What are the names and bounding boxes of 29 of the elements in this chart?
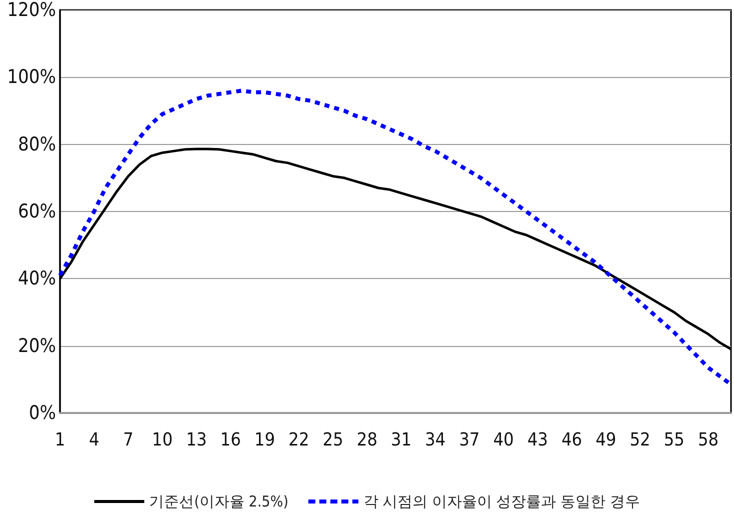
- x-tick-label: 1: [54, 430, 66, 450]
- x-tick-label: 10: [152, 430, 173, 450]
- x-tick-label: 31: [390, 430, 412, 450]
- y-tick-label: 80%: [18, 133, 56, 156]
- y-tick-label: 100%: [7, 66, 56, 88]
- x-tick-label: 46: [561, 430, 582, 450]
- x-tick-label: 40: [493, 430, 514, 450]
- legend-label: 기준선(이자율 2.5%): [149, 492, 288, 510]
- x-tick-label: 4: [88, 430, 100, 450]
- y-tick-label: 0%: [28, 402, 56, 424]
- y-tick-label: 60%: [18, 200, 56, 222]
- y-tick-label: 20%: [18, 334, 56, 357]
- x-tick-label: 52: [630, 430, 650, 450]
- x-tick-label: 49: [596, 430, 616, 450]
- x-tick-label: 7: [123, 430, 134, 450]
- x-tick-label: 13: [186, 430, 207, 450]
- x-tick-label: 34: [425, 430, 446, 450]
- y-tick-label: 40%: [18, 268, 56, 290]
- x-tick-label: 25: [322, 430, 344, 450]
- x-tick-label: 16: [220, 430, 241, 450]
- x-tick-label: 28: [356, 430, 378, 450]
- x-tick-label: 43: [527, 430, 548, 450]
- legend-label: 각 시점의 이자율이 성장률과 동일한 경우: [363, 492, 640, 510]
- x-tick-label: 22: [288, 430, 310, 450]
- x-tick-label: 55: [664, 430, 684, 450]
- x-tick-label: 19: [254, 430, 276, 450]
- x-tick-label: 37: [459, 430, 480, 450]
- x-tick-label: 58: [698, 430, 719, 450]
- y-tick-label: 120%: [7, 0, 56, 21]
